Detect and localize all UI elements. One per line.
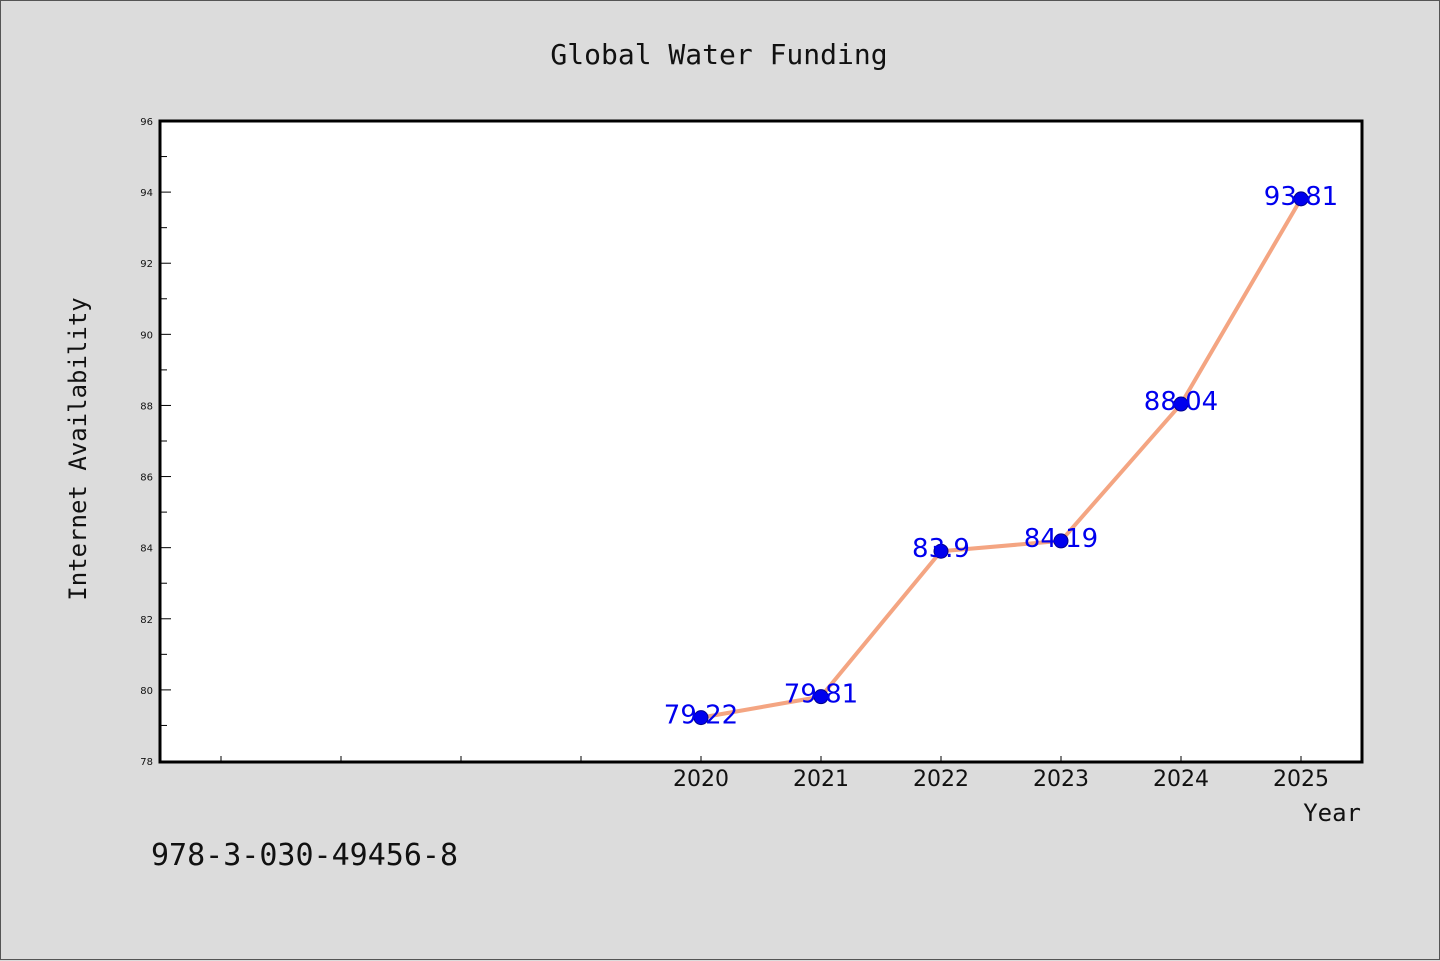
x-tick-label: 2025 [1273,767,1329,792]
x-axis: 2020 2021 2022 2023 2024 2025 [220,756,1329,792]
x-tick-label: 2021 [793,767,849,792]
data-label: 88.04 [1144,387,1218,417]
y-axis: 78 80 82 84 86 88 90 92 94 96 [140,117,171,768]
data-point [933,543,949,559]
data-label: 79.81 [784,680,858,710]
y-tick-label: 90 [140,330,153,341]
y-tick-label: 82 [140,615,153,626]
plot-area [158,119,1364,764]
data-point [1293,191,1309,207]
y-tick-label: 86 [140,473,153,484]
y-tick-label: 96 [140,117,153,128]
y-axis-label: Internet Availability [64,297,92,600]
series-line [700,197,1303,720]
data-point [813,689,829,705]
data-label: 79.22 [664,701,738,731]
x-tick-label: 2024 [1153,767,1209,792]
data-point [1053,533,1069,549]
x-tick-label: 2023 [1033,767,1089,792]
data-point [693,710,709,726]
x-tick-label: 2020 [673,767,729,792]
y-tick-label: 88 [140,401,153,412]
y-tick-label: 94 [140,188,153,199]
data-label: 84.19 [1024,524,1098,554]
data-label: 93.81 [1264,182,1338,212]
isbn-text: 978-3-030-49456-8 [151,838,458,873]
y-tick-label: 80 [140,686,153,697]
data-label: 83.9 [912,534,970,564]
chart-title: Global Water Funding [550,38,887,71]
y-tick-label: 84 [140,544,153,555]
x-tick-label: 2022 [913,767,969,792]
x-axis-label: Year [1303,799,1361,827]
y-tick-label: 78 [140,757,153,768]
series-line-group [693,191,1309,726]
y-tick-label: 92 [140,259,153,270]
data-point [1173,396,1189,412]
data-labels: 79.22 79.81 83.9 84.19 88.04 93.81 [664,182,1338,731]
